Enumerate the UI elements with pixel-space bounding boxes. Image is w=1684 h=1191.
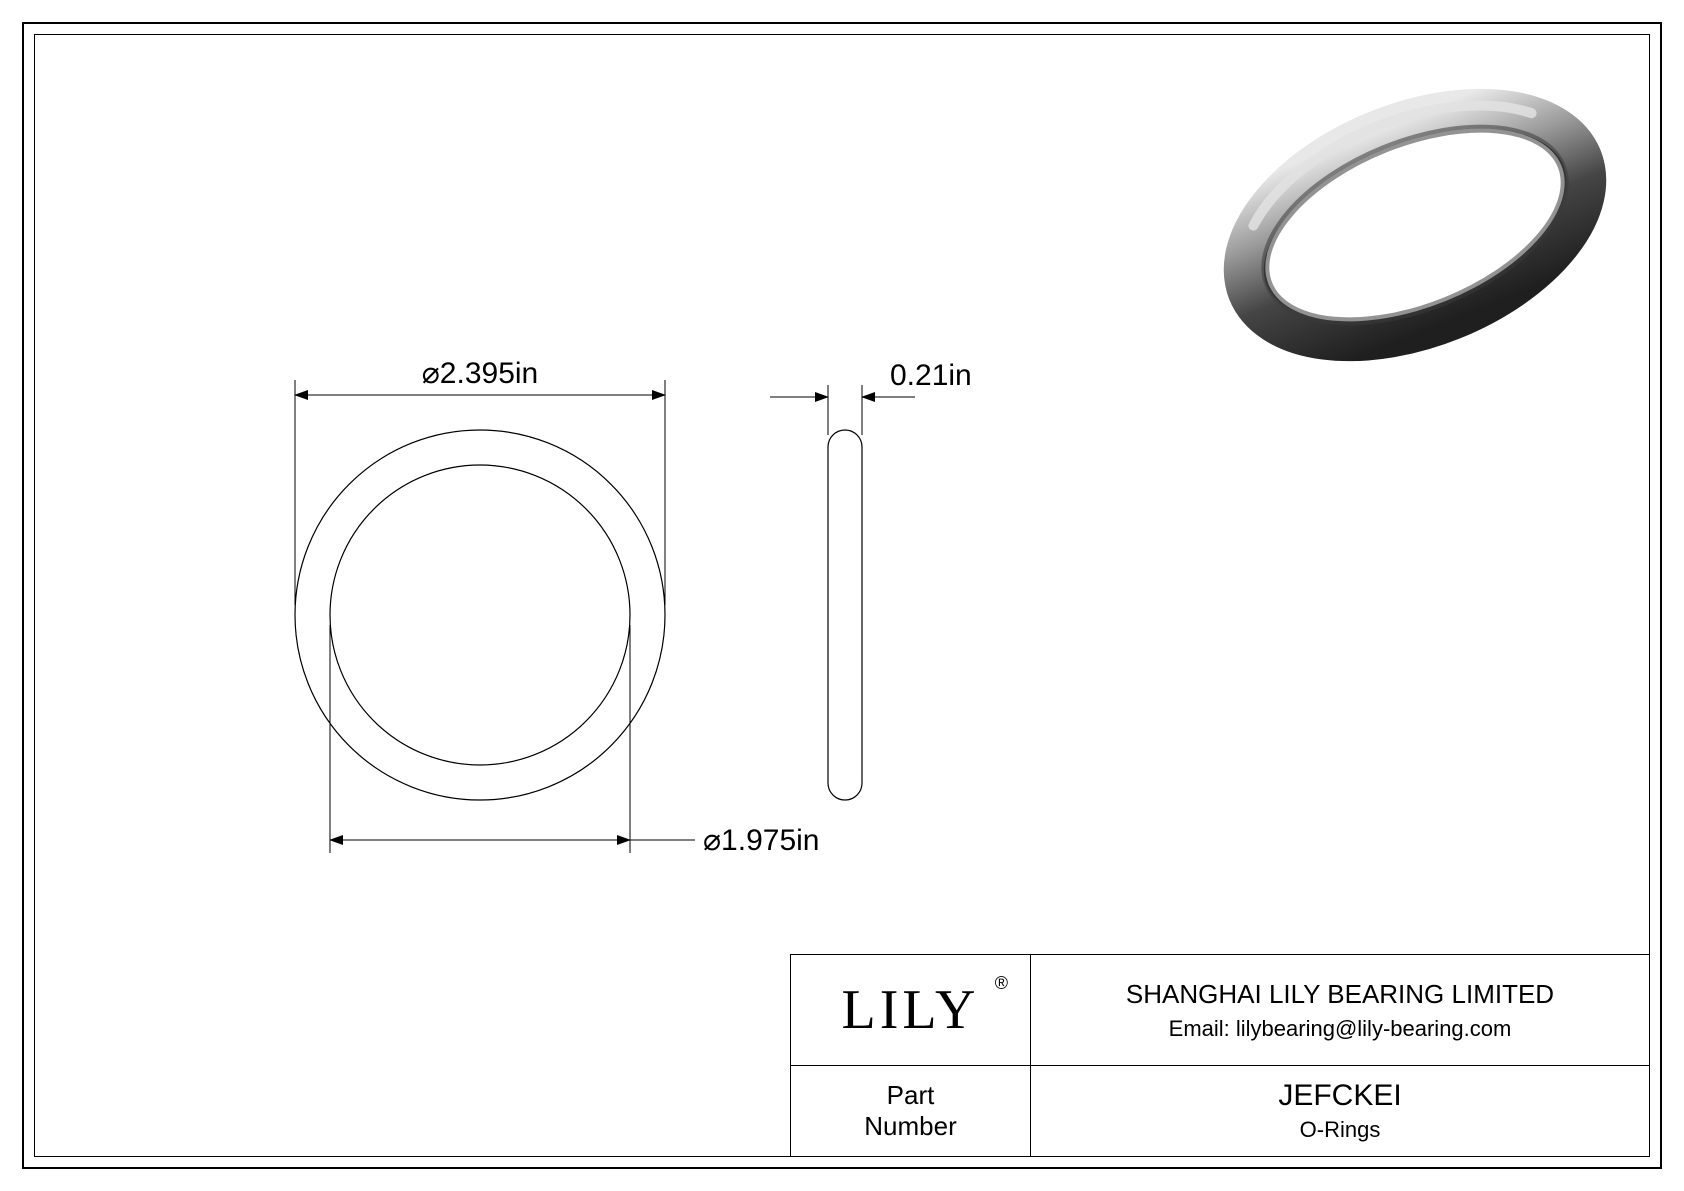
company-cell: SHANGHAI LILY BEARING LIMITED Email: lil…: [1031, 955, 1649, 1065]
logo-text: LILY: [842, 978, 980, 1042]
side-view: 0.21in: [770, 359, 972, 800]
title-block-row-company: LILY ® SHANGHAI LILY BEARING LIMITED Ema…: [791, 955, 1649, 1066]
drawing-sheet-inner-border: ⌀2.395in ⌀1.975in: [34, 34, 1650, 1157]
thickness-dimension: 0.21in: [770, 359, 972, 435]
outer-diameter-label: ⌀2.395in: [422, 357, 538, 390]
part-number-value-cell: JEFCKEI O-Rings: [1031, 1066, 1649, 1156]
part-description: O-Rings: [1300, 1117, 1381, 1143]
inner-diameter-dimension: ⌀1.975in: [330, 625, 819, 857]
inner-diameter-circle: [330, 465, 630, 765]
title-block-row-part: Part Number JEFCKEI O-Rings: [791, 1066, 1649, 1156]
title-block: LILY ® SHANGHAI LILY BEARING LIMITED Ema…: [790, 954, 1650, 1157]
inner-diameter-label: ⌀1.975in: [703, 824, 819, 857]
part-label-line1: Part: [887, 1080, 935, 1111]
outer-diameter-dimension: ⌀2.395in: [295, 357, 665, 605]
drawing-sheet-outer-border: ⌀2.395in ⌀1.975in: [22, 22, 1662, 1169]
company-name: SHANGHAI LILY BEARING LIMITED: [1126, 979, 1554, 1010]
part-number-label-cell: Part Number: [791, 1066, 1031, 1156]
logo-cell: LILY ®: [791, 955, 1031, 1065]
part-code: JEFCKEI: [1278, 1079, 1401, 1113]
registered-mark: ®: [995, 973, 1008, 994]
thickness-label: 0.21in: [890, 359, 972, 392]
front-view: ⌀2.395in ⌀1.975in: [295, 357, 819, 857]
company-email: Email: lilybearing@lily-bearing.com: [1169, 1016, 1512, 1042]
isometric-render: [1185, 41, 1644, 410]
cross-section-outline: [828, 430, 862, 800]
part-label-line2: Number: [864, 1111, 956, 1142]
outer-diameter-circle: [295, 430, 665, 800]
